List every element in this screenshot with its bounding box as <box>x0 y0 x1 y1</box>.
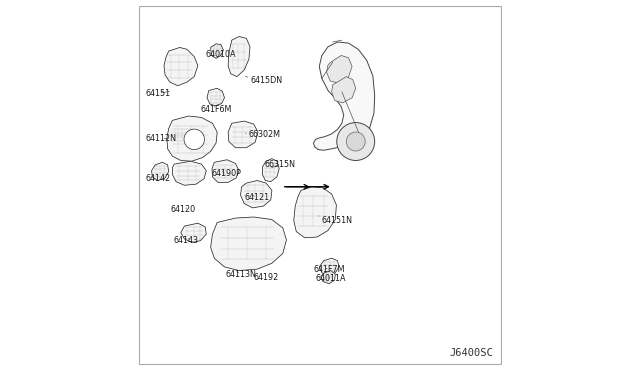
Polygon shape <box>332 77 356 103</box>
Polygon shape <box>262 159 279 182</box>
Polygon shape <box>321 270 335 284</box>
Polygon shape <box>211 44 223 58</box>
Text: 6415DN: 6415DN <box>245 76 283 85</box>
Text: 64151N: 64151N <box>318 216 353 225</box>
Polygon shape <box>326 55 352 83</box>
Circle shape <box>346 132 365 151</box>
Text: 64190P: 64190P <box>211 170 241 179</box>
Text: 64010A: 64010A <box>205 49 236 58</box>
Polygon shape <box>152 162 169 180</box>
Text: 64121: 64121 <box>244 193 269 202</box>
Text: 64143: 64143 <box>173 236 198 245</box>
Text: 64011A: 64011A <box>316 275 346 283</box>
Circle shape <box>184 129 204 150</box>
Text: 64192: 64192 <box>253 273 279 282</box>
Text: 64113N: 64113N <box>225 270 256 279</box>
Text: 641F7M: 641F7M <box>314 265 346 274</box>
Polygon shape <box>294 187 337 238</box>
Polygon shape <box>164 48 198 86</box>
Circle shape <box>337 122 374 160</box>
Text: 66302M: 66302M <box>245 131 281 140</box>
Text: 64142: 64142 <box>145 174 170 183</box>
Polygon shape <box>207 88 225 106</box>
Polygon shape <box>228 121 258 148</box>
Polygon shape <box>314 42 374 150</box>
Polygon shape <box>211 217 287 270</box>
Polygon shape <box>228 36 250 77</box>
Text: 64120: 64120 <box>170 205 196 214</box>
Text: 66315N: 66315N <box>264 160 296 169</box>
Text: 64112N: 64112N <box>146 134 177 143</box>
Polygon shape <box>172 161 206 185</box>
Polygon shape <box>180 223 206 243</box>
Polygon shape <box>212 160 239 182</box>
Polygon shape <box>167 116 217 161</box>
Polygon shape <box>168 125 196 145</box>
Text: J6400SC: J6400SC <box>449 348 493 358</box>
Polygon shape <box>241 180 272 208</box>
Polygon shape <box>319 258 339 275</box>
Text: 64151: 64151 <box>146 89 171 97</box>
Text: 641F6M: 641F6M <box>200 105 232 114</box>
